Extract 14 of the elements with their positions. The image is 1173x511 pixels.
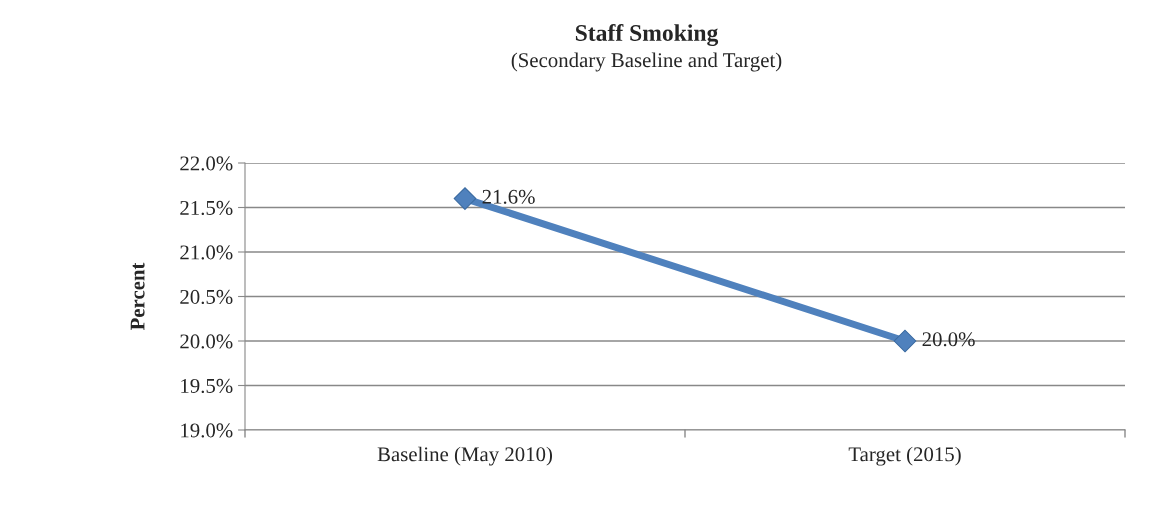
- y-tick-label: 20.0%: [180, 334, 233, 349]
- y-tick-label: 21.0%: [180, 245, 233, 260]
- y-tick-label: 21.5%: [180, 200, 233, 216]
- y-axis-title: Percent: [130, 262, 145, 331]
- data-label: 21.6%: [482, 189, 535, 204]
- data-label: 20.0%: [922, 332, 975, 347]
- x-tick-label: Baseline (May 2010): [377, 446, 553, 466]
- x-tick-label: Target (2015): [848, 446, 961, 466]
- y-tick-label: 19.0%: [181, 423, 233, 438]
- chart-title: Staff Smoking: [575, 24, 719, 46]
- chart-subtitle: (Secondary Baseline and Target): [511, 52, 782, 72]
- y-tick-label: 20.5%: [180, 289, 233, 305]
- y-tick-label: 19.5%: [181, 378, 233, 394]
- y-tick-label: 22.0%: [180, 156, 233, 171]
